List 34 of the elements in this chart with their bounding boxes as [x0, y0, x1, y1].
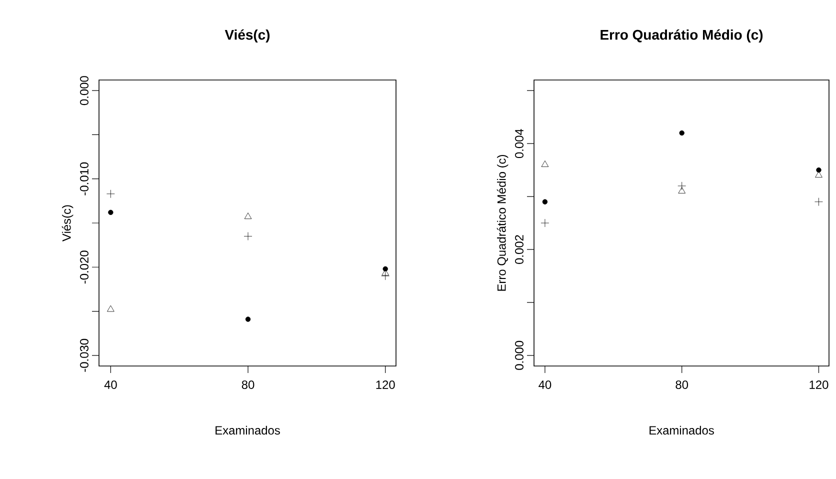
y-tick-label: 0.000: [80, 76, 88, 106]
x-tick-label: 120: [810, 380, 828, 389]
point: [678, 182, 686, 190]
y-axis-title: Erro Quadrático Médio (c): [496, 155, 508, 291]
point: [245, 316, 251, 322]
x-tick-label: 40: [538, 380, 552, 389]
point: [244, 212, 252, 220]
chart-title: Erro Quadrátio Médio (c): [600, 29, 763, 43]
point: [814, 198, 823, 206]
point: [540, 218, 550, 228]
x-tick-label: 120: [376, 380, 395, 389]
point: [107, 305, 114, 312]
x-axis-title: Examinados: [216, 426, 280, 435]
y-tick-label: -0.010: [80, 162, 88, 196]
x-tick-label: 40: [104, 380, 117, 389]
y-tick-label: 0.002: [515, 235, 524, 264]
y-tick-label: 0.004: [515, 128, 524, 158]
point: [542, 199, 548, 204]
point: [244, 232, 252, 240]
y-tick-label: -0.030: [80, 338, 88, 372]
y-axis-title: Viés(c): [62, 205, 74, 242]
y-tick-label: 0.000: [515, 340, 524, 370]
x-tick-label: 80: [242, 380, 254, 389]
x-axis-title: Examinados: [650, 426, 714, 435]
point: [106, 190, 115, 198]
chart-title: Viés(c): [224, 29, 270, 42]
point: [541, 160, 549, 167]
point: [815, 171, 822, 178]
y-tick-label: -0.020: [80, 250, 88, 284]
point: [678, 187, 686, 194]
point: [381, 272, 390, 280]
point: [108, 210, 114, 215]
x-tick-label: 80: [676, 380, 688, 389]
point: [679, 130, 684, 136]
